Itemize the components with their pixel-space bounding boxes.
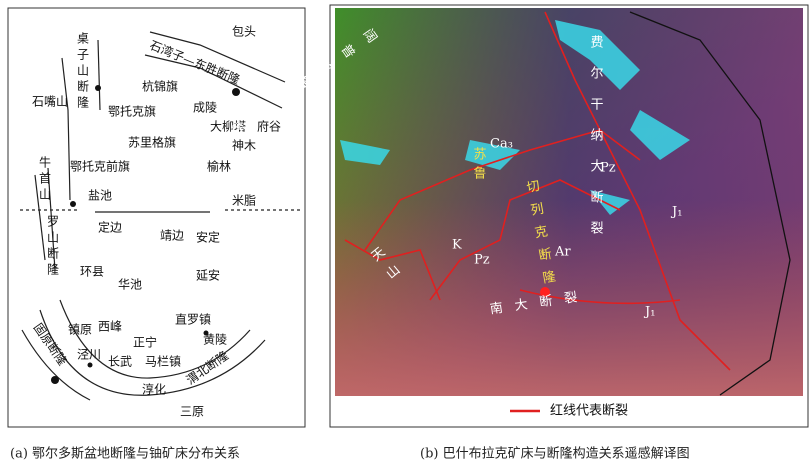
unit: Ca₃: [490, 137, 513, 152]
place: 镇原: [68, 323, 92, 337]
unit: Pz: [600, 161, 616, 176]
place: 安定: [196, 230, 220, 245]
boundary: [629, 11, 791, 396]
fault-label: 桌子山断隆: [76, 32, 90, 112]
place: 成陵: [193, 101, 217, 115]
panel-a: 包头 石湾子—东胜断隆 桌子山断隆 石嘴山 杭锦旗 鄂托克旗 成陵 大柳塔 府谷…: [7, 7, 306, 462]
snow: [340, 20, 690, 215]
caption: (b) 巴什布拉克矿床与断隆构造关系遥感解译图: [420, 446, 690, 462]
place: 马栏镇: [145, 354, 181, 369]
legend-text: 红线代表断裂: [550, 403, 628, 419]
fault-label: 牛首山: [38, 155, 52, 204]
place: 西峰: [98, 320, 122, 334]
deposit: [540, 287, 550, 297]
place: 正宁: [133, 335, 157, 350]
place: 靖边: [160, 229, 184, 243]
place: 泾川: [77, 348, 101, 362]
place: 榆林: [207, 159, 231, 174]
unit: K: [452, 238, 462, 253]
faults: [344, 11, 731, 371]
place: 盐池: [88, 189, 112, 203]
place: 杭锦旗: [142, 79, 178, 94]
place: 鄂托克前旗: [70, 159, 130, 174]
place: 石嘴山: [32, 95, 68, 109]
place: 包头: [232, 25, 256, 39]
place: 环县: [80, 265, 104, 279]
place: 鄂托克旗: [108, 104, 156, 119]
place: 苏里格旗: [128, 135, 176, 150]
place: 延安: [196, 268, 220, 283]
place: 定边: [98, 220, 122, 235]
fault-label: 费尔干纳大断裂: [588, 35, 604, 252]
place: 大柳塔: [210, 120, 246, 134]
place: 神木: [232, 139, 256, 153]
unit: Ar: [554, 245, 571, 260]
place: 府谷: [257, 119, 281, 134]
panel-b: 阔普玖塔尔什断裂 费尔干纳大断裂 Ca₃ Pz J₁ K Pz Ar J₁ 苏鲁…: [194, 4, 809, 462]
fault-label: 罗山断隆: [46, 215, 60, 279]
place: 华池: [118, 278, 142, 292]
uplift-label: 苏鲁: [471, 146, 487, 185]
unit: J₁: [643, 305, 655, 320]
place: 黄陵: [203, 333, 227, 347]
frame: [7, 7, 306, 428]
image-shade: [335, 200, 803, 396]
place: 三原: [180, 405, 204, 419]
faults: [20, 31, 300, 401]
unit: Pz: [474, 253, 490, 268]
unit: J₁: [670, 205, 682, 220]
place: 米脂: [232, 193, 256, 208]
caption: (a) 鄂尔多斯盆地断隆与铀矿床分布关系: [10, 446, 240, 462]
place: 淳化: [142, 382, 166, 397]
place: 直罗镇: [175, 313, 211, 327]
place: 长武: [108, 355, 132, 369]
deposits: [51, 85, 240, 384]
